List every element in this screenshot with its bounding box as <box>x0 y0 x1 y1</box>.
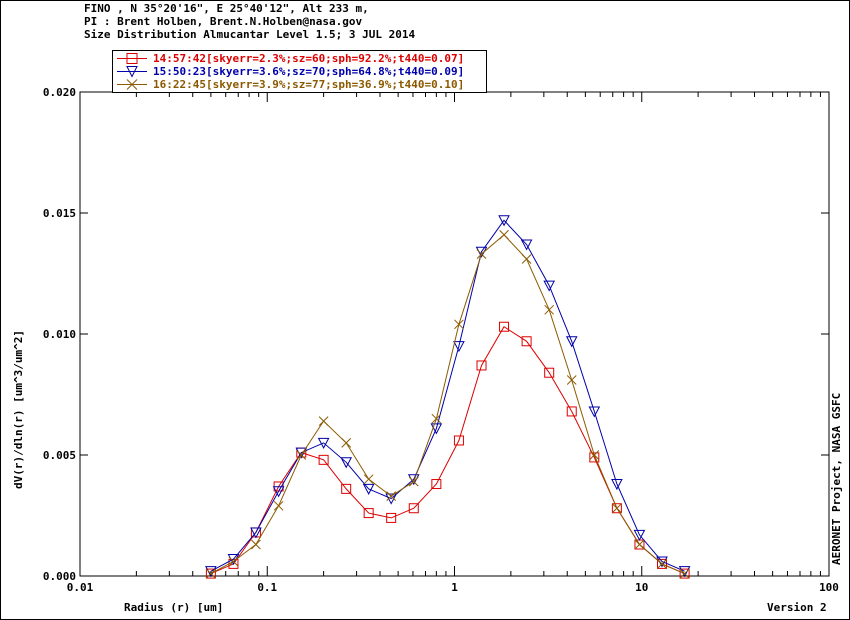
x-tick-label: 10 <box>635 581 648 594</box>
data-point <box>341 438 352 448</box>
legend-entry-2: 15:50:23[skyerr=3.6%;sz=70;sph=64.8%;t44… <box>113 65 486 78</box>
series-line <box>210 219 685 572</box>
y-axis-label: dV(r)/dln(r) [um^3/um^2] <box>12 330 25 489</box>
y-tick-label: 0.010 <box>43 328 76 341</box>
site-title: FINO , N 35°20'16", E 25°40'12", Alt 233… <box>84 2 369 15</box>
triangle-down-marker-icon <box>117 66 147 78</box>
data-point <box>386 512 397 523</box>
data-point <box>611 479 623 491</box>
data-point <box>363 474 374 485</box>
data-point <box>678 566 691 578</box>
data-point <box>318 416 329 426</box>
data-point <box>634 539 645 550</box>
x-axis-label: Radius (r) [um] <box>124 601 224 614</box>
data-point <box>430 423 443 435</box>
legend-entry-3: 16:22:45[skyerr=3.9%;sz=77;sph=36.9%;t44… <box>113 78 486 91</box>
data-point <box>453 435 464 446</box>
legend-label-2: 15:50:23[skyerr=3.6%;sz=70;sph=64.8%;t44… <box>153 65 465 78</box>
data-point <box>499 229 509 240</box>
data-point <box>273 500 284 511</box>
series-line <box>210 325 685 575</box>
data-point <box>454 319 464 330</box>
data-point <box>250 527 262 539</box>
data-point <box>633 529 646 541</box>
data-point <box>296 450 307 460</box>
series-line <box>210 234 685 575</box>
series-1 <box>205 321 690 579</box>
data-point <box>340 457 353 469</box>
x-tick-label: 100 <box>819 581 839 594</box>
data-point <box>589 450 600 460</box>
y-tick-label: 0.005 <box>43 449 76 462</box>
data-point <box>521 336 532 347</box>
version-label: Version 2 <box>767 601 827 614</box>
data-point <box>589 452 600 463</box>
data-point <box>453 341 465 353</box>
data-point <box>228 556 239 567</box>
legend: 14:57:42[skyerr=2.3%;sz=60;sph=92.2%;t44… <box>112 50 487 93</box>
data-point <box>544 304 555 315</box>
square-marker-icon <box>117 53 147 64</box>
data-point <box>612 503 622 514</box>
data-point <box>431 413 442 424</box>
data-point <box>679 568 690 579</box>
series-3 <box>206 229 690 579</box>
x-tick-label: 0.01 <box>67 581 94 594</box>
legend-label-1: 14:57:42[skyerr=2.3%;sz=60;sph=92.2%;t44… <box>153 52 465 65</box>
data-point <box>499 321 510 332</box>
data-point <box>431 479 442 490</box>
data-point <box>565 336 578 348</box>
data-point <box>205 568 216 579</box>
data-point <box>544 367 555 378</box>
data-point <box>408 503 419 514</box>
data-point <box>317 437 330 449</box>
data-point <box>251 539 261 550</box>
data-point <box>657 559 667 569</box>
plot-border <box>79 91 830 577</box>
data-point <box>206 568 216 579</box>
data-point <box>476 249 487 259</box>
data-point <box>520 239 533 251</box>
y-tick-label: 0.000 <box>43 570 76 583</box>
credit-label: AERONET Project, NASA GSFC <box>830 392 843 565</box>
legend-label-3: 16:22:45[skyerr=3.9%;sz=77;sph=36.9%;t44… <box>153 78 465 91</box>
legend-entry-1: 14:57:42[skyerr=2.3%;sz=60;sph=92.2%;t44… <box>113 52 486 65</box>
data-point <box>362 483 375 495</box>
y-tick-label: 0.020 <box>43 86 76 99</box>
y-tick-label: 0.015 <box>43 207 76 220</box>
series-2 <box>205 215 691 578</box>
data-point <box>341 483 352 494</box>
data-point <box>408 476 419 487</box>
data-point <box>363 508 374 519</box>
x-marker-icon <box>117 79 147 90</box>
x-tick-label: 1 <box>451 581 458 594</box>
data-point <box>611 503 622 514</box>
data-point <box>521 254 532 264</box>
x-tick-label: 0.1 <box>257 581 277 594</box>
data-point <box>679 568 690 579</box>
data-point <box>498 215 510 227</box>
data-point <box>272 486 285 498</box>
data-point <box>476 360 487 371</box>
data-point <box>588 406 601 418</box>
data-point <box>543 280 556 292</box>
data-point <box>318 454 329 465</box>
data-point <box>566 375 577 385</box>
data-point <box>386 491 397 501</box>
data-point <box>566 406 577 417</box>
pi-info: PI : Brent Holben, Brent.N.Holben@nasa.g… <box>84 15 363 28</box>
chart-title: Size Distribution Almucantar Level 1.5; … <box>84 28 416 41</box>
